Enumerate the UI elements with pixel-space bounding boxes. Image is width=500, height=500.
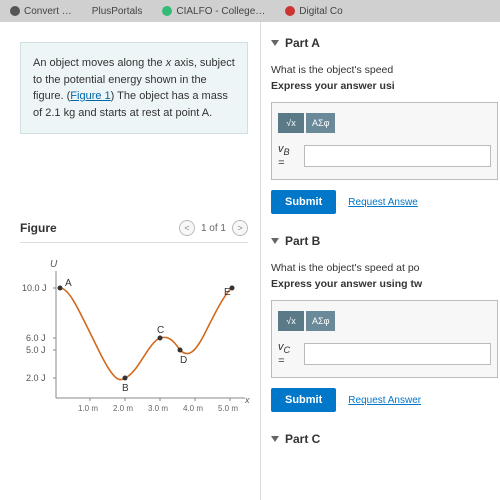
svg-text:4.0 m: 4.0 m — [183, 404, 203, 413]
part-a-instruct: Express your answer usi — [271, 80, 498, 92]
caret-down-icon — [271, 40, 279, 46]
problem-statement: An object moves along the x axis, subjec… — [20, 42, 248, 134]
caret-down-icon — [271, 436, 279, 442]
pager-next-button[interactable]: > — [232, 220, 248, 236]
svg-text:1.0 m: 1.0 m — [78, 404, 98, 413]
svg-text:A: A — [65, 278, 72, 289]
formula-toolbar: √x ΑΣφ — [278, 311, 491, 331]
y-label: U — [50, 259, 58, 270]
formula-toolbar: √x ΑΣφ — [278, 113, 491, 133]
part-b-answer-box: √x ΑΣφ vC = — [271, 300, 498, 378]
part-b-question: What is the object's speed at po — [271, 262, 498, 274]
tab-digital[interactable]: Digital Co — [285, 6, 342, 17]
part-c: Part C — [271, 428, 500, 450]
problem-column: An object moves along the x axis, subjec… — [0, 22, 260, 500]
part-a-title: Part A — [285, 36, 320, 50]
part-a: Part A What is the object's speed Expres… — [271, 32, 500, 214]
part-b-submit-button[interactable]: Submit — [271, 388, 336, 412]
favicon-icon — [285, 6, 295, 16]
part-c-header[interactable]: Part C — [271, 428, 498, 450]
svg-text:E: E — [224, 287, 231, 298]
greek-tool-button[interactable]: ΑΣφ — [306, 113, 335, 133]
browser-tab-bar: Convert … PlusPortals CIALFO - College… … — [0, 0, 500, 22]
ytick: 10.0 J — [22, 283, 47, 293]
part-a-submit-button[interactable]: Submit — [271, 190, 336, 214]
part-b-header[interactable]: Part B — [271, 230, 498, 252]
part-b-request-link[interactable]: Request Answer — [348, 395, 421, 406]
svg-text:B: B — [122, 383, 129, 394]
tab-cialfo[interactable]: CIALFO - College… — [162, 6, 265, 17]
figure-title: Figure — [20, 221, 57, 235]
part-b-input[interactable] — [304, 343, 491, 365]
part-b-instruct: Express your answer using tw — [271, 278, 498, 290]
main-content: An object moves along the x axis, subjec… — [0, 22, 500, 500]
favicon-icon — [162, 6, 172, 16]
potential-energy-chart: U 10.0 J 6.0 J 5.0 J 2.0 J 1.0 m — [20, 253, 248, 423]
part-a-request-link[interactable]: Request Answe — [348, 197, 418, 208]
svg-text:x: x — [244, 395, 250, 405]
problem-text: An object moves along the x axis, subjec… — [33, 57, 235, 119]
ytick: 6.0 J — [26, 333, 46, 343]
tab-convert[interactable]: Convert … — [10, 6, 72, 17]
answer-column: Part A What is the object's speed Expres… — [260, 22, 500, 500]
sqrt-tool-button[interactable]: √x — [278, 311, 304, 331]
tab-plusportals[interactable]: PlusPortals — [92, 6, 143, 17]
figure-link[interactable]: Figure 1 — [70, 90, 110, 102]
curve — [60, 288, 232, 380]
part-a-answer-box: √x ΑΣφ vB = — [271, 102, 498, 180]
favicon-icon — [10, 6, 20, 16]
part-a-var: vB = — [278, 143, 298, 169]
chart-svg: U 10.0 J 6.0 J 5.0 J 2.0 J 1.0 m — [20, 253, 260, 418]
greek-tool-button[interactable]: ΑΣφ — [306, 311, 335, 331]
part-a-input[interactable] — [304, 145, 491, 167]
part-a-question: What is the object's speed — [271, 64, 498, 76]
svg-text:5.0 m: 5.0 m — [218, 404, 238, 413]
svg-text:C: C — [157, 325, 164, 336]
svg-text:D: D — [180, 355, 187, 366]
svg-text:2.0 m: 2.0 m — [113, 404, 133, 413]
sqrt-tool-button[interactable]: √x — [278, 113, 304, 133]
part-b-title: Part B — [285, 234, 320, 248]
pager-prev-button[interactable]: < — [179, 220, 195, 236]
part-a-header[interactable]: Part A — [271, 32, 498, 54]
part-b-var: vC = — [278, 341, 298, 367]
ytick: 2.0 J — [26, 373, 46, 383]
part-b: Part B What is the object's speed at po … — [271, 230, 500, 412]
figure-pager: < 1 of 1 > — [179, 220, 248, 236]
figure-header: Figure < 1 of 1 > — [20, 214, 248, 243]
part-c-title: Part C — [285, 432, 320, 446]
ytick: 5.0 J — [26, 345, 46, 355]
caret-down-icon — [271, 238, 279, 244]
svg-text:3.0 m: 3.0 m — [148, 404, 168, 413]
pager-label: 1 of 1 — [201, 223, 226, 234]
